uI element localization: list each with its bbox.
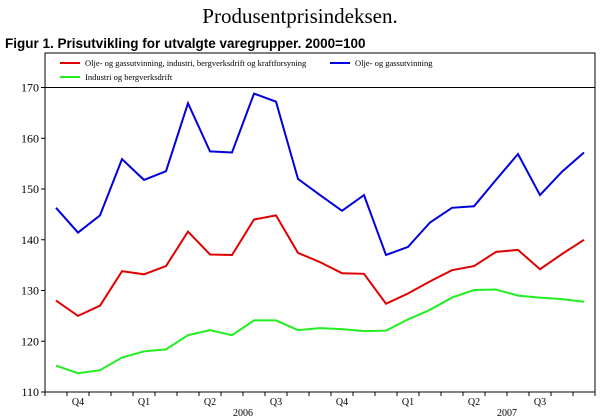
series-line-0 — [55, 214, 585, 318]
y-tick-label: 150 — [21, 182, 39, 196]
y-tick-label: 110 — [21, 385, 39, 399]
y-axis: 110 120 130 140 150 160 170 — [21, 81, 45, 399]
series-layer — [55, 92, 585, 375]
y-tick-label: 160 — [21, 131, 39, 145]
plot-area-frame — [44, 52, 596, 393]
legend-label-0: Olje- og gassutvinning, industri, bergve… — [85, 58, 307, 68]
y-tick-label: 140 — [21, 233, 39, 247]
y-tick-label: 130 — [21, 284, 39, 298]
x-quarter-label: Q4 — [336, 397, 348, 408]
x-quarter-label: Q2 — [204, 397, 216, 408]
y-tick-label: 120 — [21, 334, 39, 348]
figure-title: Figur 1. Prisutvikling for utvalgte vare… — [5, 36, 366, 51]
page-heading: Produsentprisindeksen. — [202, 4, 398, 28]
legend-label-1: Olje- og gassutvinning — [355, 58, 433, 68]
x-year-label: 2006 — [233, 408, 253, 416]
x-quarter-label: Q1 — [402, 397, 414, 408]
x-axis: Q4 Q1 Q2 Q3 Q4 Q1 Q2 Q3 2006 2007 — [44, 392, 596, 416]
x-quarter-label: Q3 — [534, 397, 546, 408]
legend-label-2: Industri og bergverksdrift — [85, 72, 173, 82]
x-quarter-label: Q3 — [270, 397, 282, 408]
x-year-label: 2007 — [497, 408, 517, 416]
y-tick-label: 170 — [21, 81, 39, 95]
legend: Olje- og gassutvinning, industri, bergve… — [45, 58, 595, 88]
x-quarter-label: Q2 — [468, 397, 480, 408]
x-quarter-label: Q1 — [138, 397, 150, 408]
series-line-2 — [55, 288, 585, 375]
series-line-1 — [55, 92, 585, 257]
x-quarter-label: Q4 — [72, 397, 84, 408]
